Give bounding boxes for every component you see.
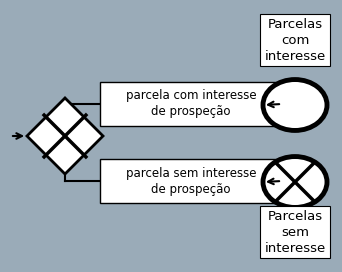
Text: parcela sem interesse
de prospeção: parcela sem interesse de prospeção bbox=[126, 166, 256, 196]
Text: Parcelas
sem
interesse: Parcelas sem interesse bbox=[264, 209, 326, 255]
Bar bbox=[100, 82, 282, 126]
Polygon shape bbox=[27, 98, 103, 174]
Text: parcela com interesse
de prospeção: parcela com interesse de prospeção bbox=[126, 89, 256, 119]
Text: Parcelas
com
interesse: Parcelas com interesse bbox=[264, 17, 326, 63]
Circle shape bbox=[263, 79, 327, 131]
Circle shape bbox=[263, 157, 327, 208]
Bar bbox=[100, 159, 282, 203]
